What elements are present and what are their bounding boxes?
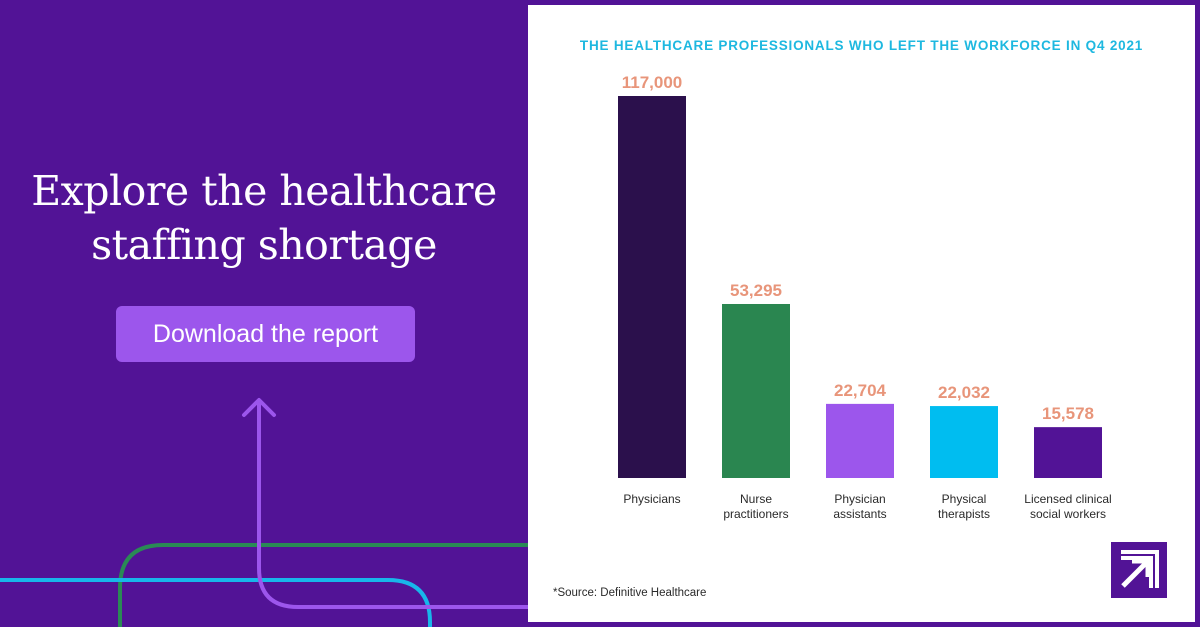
value-label-4: 15,578 (1042, 404, 1094, 423)
value-label-1: 53,295 (730, 281, 782, 300)
hero-headline: Explore the healthcare staffing shortage (14, 164, 514, 272)
headline-line-1: Explore the healthcare (31, 167, 497, 215)
category-label-4-1: social workers (1030, 507, 1106, 521)
category-label-4-0: Licensed clinical (1024, 492, 1111, 506)
headline-line-2: staffing shortage (91, 221, 437, 269)
chart-title: THE HEALTHCARE PROFESSIONALS WHO LEFT TH… (579, 38, 1144, 53)
value-label-0: 117,000 (622, 73, 683, 92)
bar-1 (722, 303, 790, 478)
value-label-3: 22,032 (938, 383, 990, 402)
category-label-1-1: practitioners (723, 507, 788, 521)
bar-2 (826, 403, 894, 478)
bar-3 (930, 406, 998, 478)
category-label-0-0: Physicians (623, 492, 680, 506)
value-label-2: 22,704 (834, 381, 887, 400)
arrow-logo-icon[interactable] (1111, 542, 1167, 598)
category-label-2-1: assistants (833, 507, 886, 521)
bar-chart: 117,000 Physicians 53,295 Nursepractitioner… (618, 73, 1112, 521)
chart-card: THE HEALTHCARE PROFESSIONALS WHO LEFT TH… (528, 5, 1195, 622)
download-report-button[interactable]: Download the report (116, 306, 415, 362)
decorative-lines (0, 398, 528, 627)
bar-0 (618, 96, 686, 478)
cyan-decor-line (0, 578, 432, 627)
hero-panel: Explore the healthcare staffing shortage… (0, 0, 528, 627)
arrow-head-icon (242, 398, 276, 417)
category-label-1-0: Nurse (740, 492, 772, 506)
category-label-3-1: therapists (938, 507, 990, 521)
green-decor-line (118, 543, 528, 627)
category-label-3-0: Physical (942, 492, 987, 506)
violet-decor-arrow-line (257, 403, 528, 609)
source-note: *Source: Definitive Healthcare (553, 587, 707, 599)
category-label-2-0: Physician (834, 492, 885, 506)
bar-4 (1034, 427, 1102, 478)
